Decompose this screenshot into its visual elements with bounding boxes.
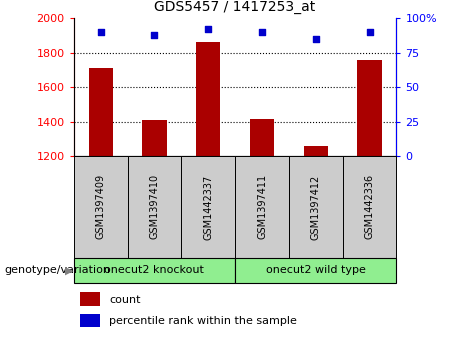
- Bar: [74, 258, 235, 283]
- Bar: [142, 120, 166, 156]
- Text: GSM1442337: GSM1442337: [203, 174, 213, 240]
- Point: [312, 36, 319, 42]
- Title: GDS5457 / 1417253_at: GDS5457 / 1417253_at: [154, 0, 316, 15]
- Text: GSM1397410: GSM1397410: [149, 174, 160, 240]
- Text: count: count: [109, 295, 141, 305]
- Bar: [80, 314, 100, 327]
- Point: [366, 29, 373, 35]
- Bar: [80, 293, 100, 306]
- Text: GSM1397411: GSM1397411: [257, 174, 267, 240]
- Text: GSM1397412: GSM1397412: [311, 174, 321, 240]
- Text: onecut2 wild type: onecut2 wild type: [266, 265, 366, 276]
- Bar: [128, 156, 181, 258]
- Point: [205, 26, 212, 32]
- Point: [97, 29, 104, 35]
- Bar: [357, 60, 382, 156]
- Bar: [181, 156, 235, 258]
- Bar: [235, 156, 289, 258]
- Text: onecut2 knockout: onecut2 knockout: [105, 265, 204, 276]
- Point: [151, 32, 158, 38]
- Text: GSM1397409: GSM1397409: [95, 174, 106, 240]
- Bar: [304, 146, 328, 156]
- Text: ▶: ▶: [65, 265, 73, 276]
- Text: GSM1442336: GSM1442336: [365, 174, 375, 240]
- Point: [258, 29, 266, 35]
- Bar: [89, 68, 113, 156]
- Text: genotype/variation: genotype/variation: [5, 265, 111, 276]
- Bar: [343, 156, 396, 258]
- Bar: [74, 156, 128, 258]
- Text: percentile rank within the sample: percentile rank within the sample: [109, 316, 297, 326]
- Bar: [289, 156, 343, 258]
- Bar: [235, 258, 396, 283]
- Bar: [250, 119, 274, 156]
- Bar: [196, 42, 220, 156]
